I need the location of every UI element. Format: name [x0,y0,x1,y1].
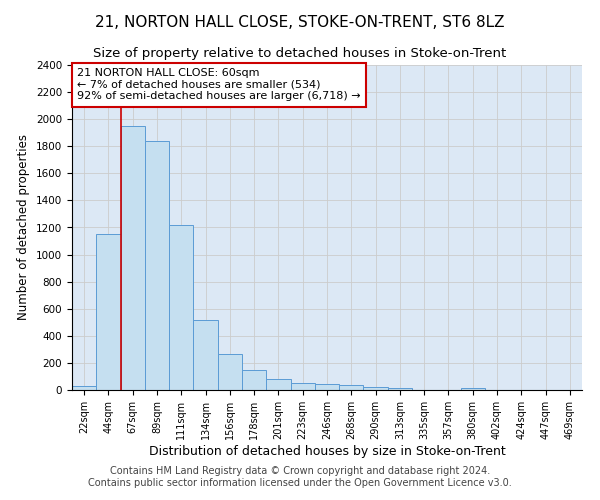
Bar [339,385,364,390]
Bar [315,384,339,390]
Bar [242,370,266,390]
Y-axis label: Number of detached properties: Number of detached properties [17,134,31,320]
Bar [121,126,145,390]
Bar [266,379,290,390]
Bar [145,141,169,390]
Text: 21, NORTON HALL CLOSE, STOKE-ON-TRENT, ST6 8LZ: 21, NORTON HALL CLOSE, STOKE-ON-TRENT, S… [95,15,505,30]
Bar [461,388,485,390]
Bar [72,386,96,390]
Bar [364,388,388,390]
Bar [193,320,218,390]
Text: Contains HM Land Registry data © Crown copyright and database right 2024.
Contai: Contains HM Land Registry data © Crown c… [88,466,512,487]
Bar [169,225,193,390]
Text: 21 NORTON HALL CLOSE: 60sqm
← 7% of detached houses are smaller (534)
92% of sem: 21 NORTON HALL CLOSE: 60sqm ← 7% of deta… [77,68,361,102]
Text: Size of property relative to detached houses in Stoke-on-Trent: Size of property relative to detached ho… [94,48,506,60]
Bar [290,383,315,390]
Bar [388,388,412,390]
Bar [96,234,121,390]
Bar [218,354,242,390]
X-axis label: Distribution of detached houses by size in Stoke-on-Trent: Distribution of detached houses by size … [149,444,505,458]
